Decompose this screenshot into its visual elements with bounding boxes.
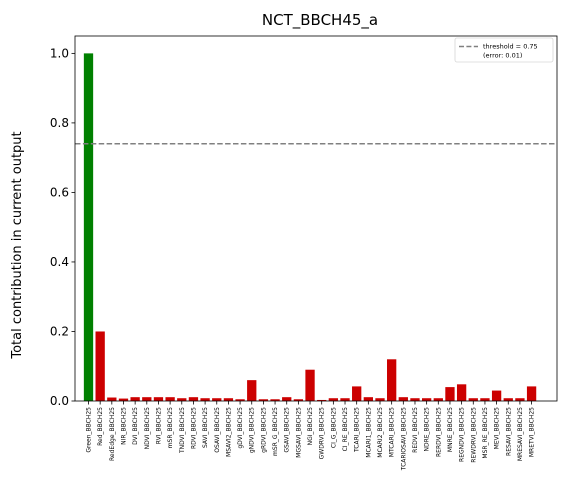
x-tick-label: RDVI_BBCH25: [190, 407, 197, 449]
x-tick-label: TCARI_BBCH25: [354, 407, 361, 453]
bar-gRDVI_BBCH25: [258, 399, 269, 401]
bar-gNDVI_BBCH25: [247, 380, 257, 401]
bar-RDVI_BBCH25: [188, 397, 199, 401]
x-tick-label: RVI_BBCH25: [155, 407, 162, 444]
legend-box: [454, 37, 554, 63]
legend: threshold = 0.75(error: 0.01): [454, 37, 554, 63]
x-tick-label: MCARI1_BBCH25: [365, 407, 372, 458]
bar-REWDRVI_BBCH25: [468, 398, 478, 401]
bar-MRESAVI_BBCH25: [515, 398, 525, 401]
bar-RESAVI_BBCH25: [503, 398, 513, 401]
bar-MRETVI_BBCH25: [526, 386, 537, 401]
x-tick-label: MGSAVI_BBCH25: [295, 407, 302, 458]
bar-NIR_BBCH25: [118, 398, 129, 401]
x-tick-label: MRETVI_BBCH25: [529, 407, 536, 457]
x-tick-label: NDVI_BBCH25: [144, 407, 151, 450]
bar-NDRE_BBCH25: [421, 398, 432, 401]
bar-MNRE_BBCH25: [445, 387, 455, 401]
x-tick-label: Red_BBCH25: [97, 407, 104, 446]
bar-REDVI_BBCH25: [410, 398, 420, 401]
x-tick-label: MNRE_BBCH25: [447, 407, 454, 452]
bar-RERDVI_BBCH25: [433, 398, 443, 401]
y-tick-label: 1.0: [50, 47, 69, 61]
x-tick-label: NDRE_BBCH25: [424, 407, 431, 452]
x-tick-label: REWDRVI_BBCH25: [470, 407, 477, 463]
x-tick-label: mSR_G_BBCH25: [272, 407, 279, 456]
x-tick-label: MEVI_BBCH25: [494, 407, 501, 449]
x-tick-label: REGNDVI_BBCH25: [459, 407, 466, 462]
legend-threshold-error: (error: 0.01): [483, 52, 522, 60]
legend-threshold-label: threshold = 0.75: [483, 43, 538, 51]
x-tick-label: gDVI_BBCH25: [237, 407, 244, 449]
bar-RVI_BBCH25: [153, 397, 164, 401]
x-tick-label: SAVI_BBCH25: [202, 407, 209, 448]
bar-REGNDVI_BBCH25: [456, 384, 467, 401]
bar-TNDVI_BBCH25: [177, 398, 187, 401]
x-tick-label: OSAVI_BBCH25: [214, 407, 221, 453]
y-tick-label: 0.4: [50, 255, 69, 269]
x-tick-label: NGI_BBCH25: [307, 407, 314, 446]
x-tick-label: gRDVI_BBCH25: [260, 407, 267, 453]
bar-Green_BBCH25: [83, 53, 94, 401]
x-tick-label: RESAVI_BBCH25: [505, 407, 512, 456]
y-axis-label: Total contribution in current output: [10, 131, 25, 359]
x-tick-label: MSAVI2_BBCH25: [225, 407, 232, 457]
x-tick-label: gNDVI_BBCH25: [249, 407, 256, 453]
x-tick-label: GSAVI_BBCH25: [284, 407, 291, 453]
bar-RedEdge_BBCH25: [107, 397, 117, 401]
x-tick-label: Green_BBCH25: [86, 407, 93, 453]
x-tick-label: MCARI2_BBCH25: [377, 407, 384, 458]
x-tick-label: NIR_BBCH25: [120, 407, 127, 445]
bar-TCARI_BBCH25: [352, 386, 362, 401]
chart-title: NCT_BBCH45_a: [262, 11, 378, 30]
x-tick-label: MRESAVI_BBCH25: [517, 407, 524, 461]
bar-GWDRVI_BBCH25: [317, 399, 327, 401]
bar-MEVI_BBCH25: [491, 390, 502, 401]
x-tick-label: REDVI_BBCH25: [412, 407, 419, 453]
bar-mSR_BBCH25: [165, 397, 175, 401]
bar-MTCARI_BBCH25: [387, 359, 397, 401]
bar-OSAVI_BBCH25: [212, 398, 222, 401]
bar-NDVI_BBCH25: [142, 397, 152, 401]
x-tick-label: MSR_RE_BBCH25: [482, 407, 489, 459]
bar-MCARI2_BBCH25: [375, 398, 385, 401]
x-tick-label: RERDVI_BBCH25: [435, 407, 442, 457]
bar-Red_BBCH25: [95, 331, 105, 401]
x-tick-label: TCARIOSAVI_BBCH25: [400, 407, 407, 471]
bar-MGSAVI_BBCH25: [293, 399, 304, 401]
bar-DVI_BBCH25: [130, 397, 140, 401]
plot-area: Green_BBCH25 Red_BBCH25 RedEdge_BBCH25 NIR_…: [50, 35, 558, 471]
x-tick-label: CI_G_BBCH25: [330, 407, 337, 448]
x-tick-label: CI_RE_BBCH25: [342, 407, 349, 452]
bar-MSAVI2_BBCH25: [223, 398, 234, 401]
x-tick-label: RedEdge_BBCH25: [109, 407, 116, 461]
bar-MSR_RE_BBCH25: [480, 398, 490, 401]
x-tick-label: TNDVI_BBCH25: [179, 407, 186, 454]
y-tick-label: 0.0: [50, 394, 69, 408]
y-tick-label: 0.8: [50, 116, 69, 130]
bar-CI_RE_BBCH25: [340, 398, 350, 401]
bar-MCARI1_BBCH25: [363, 397, 373, 401]
bar-NGI_BBCH25: [305, 369, 315, 401]
y-tick-label: 0.2: [50, 325, 69, 339]
y-tick-label: 0.6: [50, 186, 69, 200]
bar-SAVI_BBCH25: [200, 398, 210, 401]
x-tick-label: MTCARI_BBCH25: [389, 407, 396, 457]
bar-gDVI_BBCH25: [235, 399, 245, 401]
x-tick-label: GWDRVI_BBCH25: [319, 407, 326, 460]
x-tick-label: DVI_BBCH25: [132, 407, 139, 445]
x-tick-label: mSR_BBCH25: [167, 407, 174, 448]
axes-frame: [74, 35, 558, 402]
bar-TCARIOSAVI_BBCH25: [398, 397, 408, 401]
bar-mSR_G_BBCH25: [270, 399, 280, 401]
bar-GSAVI_BBCH25: [282, 397, 292, 401]
bar-CI_G_BBCH25: [328, 398, 339, 401]
